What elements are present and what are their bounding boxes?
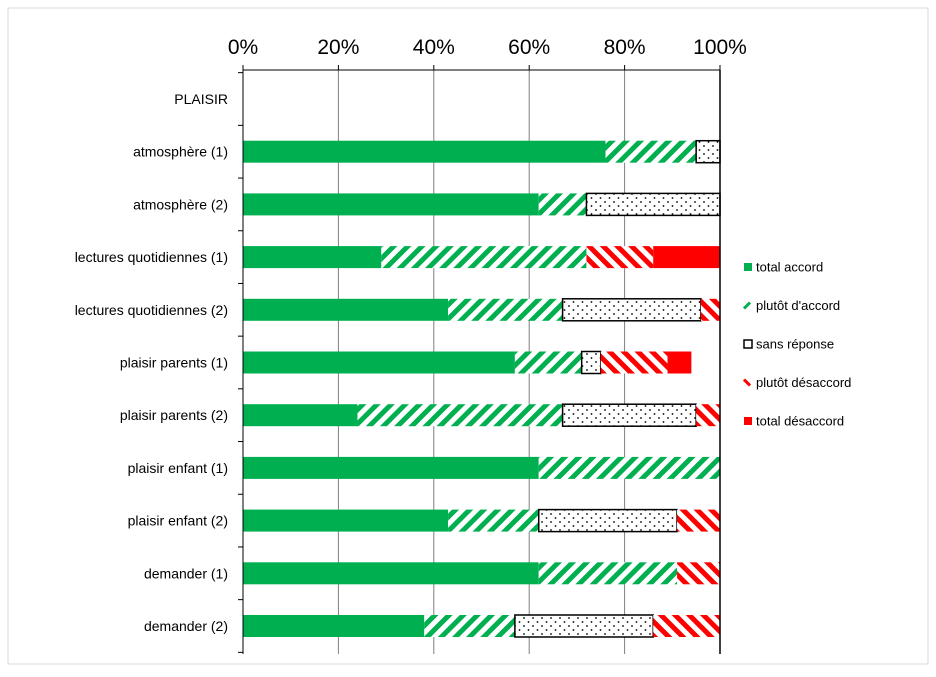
bar-segment xyxy=(538,562,678,585)
axes xyxy=(238,69,721,654)
x-tick-label: 100% xyxy=(693,36,747,59)
category-label: plaisir parents (1) xyxy=(120,355,228,371)
bar-segment xyxy=(243,246,382,269)
bar-segment xyxy=(243,509,449,532)
bar-segment xyxy=(677,562,720,585)
bar-segment xyxy=(514,351,582,374)
legend: total accord plutôt d'accord sans réponse p… xyxy=(742,260,851,429)
legend-label: total désaccord xyxy=(756,414,844,429)
category-label: lectures quotidiennes (2) xyxy=(75,302,228,318)
legend-label: total accord xyxy=(756,260,823,275)
bar-segment xyxy=(448,298,563,321)
bar-segment xyxy=(605,140,697,163)
legend-swatch xyxy=(742,301,752,310)
category-label: demander (2) xyxy=(144,618,228,634)
bar-segment xyxy=(580,350,602,375)
legend-swatch xyxy=(744,417,752,425)
bar-segment xyxy=(537,508,678,533)
bar-segment xyxy=(586,246,654,269)
category-label: plaisir enfant (1) xyxy=(128,460,228,476)
bar-segment xyxy=(667,351,692,374)
bar-segment xyxy=(381,246,587,269)
legend-label: sans réponse xyxy=(756,337,834,352)
x-axis-ticks: 0% 20% 40% 60% 80% 100% xyxy=(228,36,747,70)
bar-segment xyxy=(600,351,668,374)
category-label: demander (1) xyxy=(144,565,228,581)
bar-segment xyxy=(243,351,515,374)
legend-swatch xyxy=(742,378,752,387)
bar-segment xyxy=(538,193,587,216)
bar-segment xyxy=(538,456,720,479)
legend-label: plutôt d'accord xyxy=(756,298,840,313)
bar-segment xyxy=(424,615,515,637)
bar-segment xyxy=(677,509,720,532)
legend-label: plutôt désaccord xyxy=(756,375,851,390)
x-tick-label: 20% xyxy=(317,36,359,59)
category-label: atmosphère (2) xyxy=(133,196,228,212)
bar-segment xyxy=(561,403,697,427)
category-label: plaisir parents (2) xyxy=(120,407,228,423)
bar-segment xyxy=(243,456,539,479)
x-tick-label: 40% xyxy=(413,36,455,59)
bar-segment xyxy=(696,404,720,427)
legend-swatch xyxy=(743,339,753,349)
category-label: plaisir enfant (2) xyxy=(128,513,228,529)
bar-segment xyxy=(653,246,720,269)
legend-swatch xyxy=(744,263,752,271)
bar-segment xyxy=(695,139,721,164)
category-label: atmosphère (1) xyxy=(133,144,228,160)
bar-segment xyxy=(585,192,721,217)
x-tick-label: 80% xyxy=(604,36,646,59)
x-tick-label: 0% xyxy=(228,36,258,59)
category-label: lectures quotidiennes (1) xyxy=(75,249,228,265)
bar-segment xyxy=(243,404,358,427)
chart-border xyxy=(7,7,929,665)
x-tick-label: 60% xyxy=(508,36,550,59)
bar-segment xyxy=(653,615,720,637)
bar-segment xyxy=(243,562,539,585)
bar-segment xyxy=(357,404,563,427)
bars xyxy=(243,139,721,638)
bar-segment xyxy=(448,509,539,532)
bar-segment xyxy=(514,614,654,638)
bar-segment xyxy=(243,615,425,637)
bar-segment xyxy=(561,298,702,322)
category-labels: PLAISIR atmosphère (1) atmosphère (2) lectu… xyxy=(75,91,228,634)
category-label: PLAISIR xyxy=(174,91,228,107)
bar-segment xyxy=(243,298,449,321)
bar-segment xyxy=(243,140,606,163)
bar-segment xyxy=(243,193,539,216)
bar-segment xyxy=(700,298,720,321)
